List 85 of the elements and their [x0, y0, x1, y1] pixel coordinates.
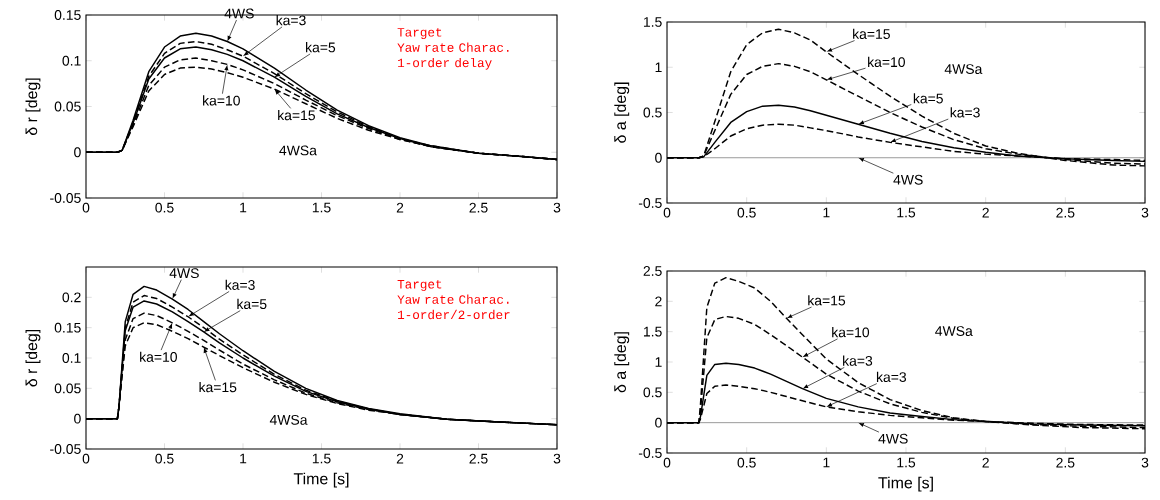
y-tick-label: -0.05 [50, 444, 81, 454]
y-tick-label: 2 [655, 296, 662, 307]
x-tick-label: 0.5 [155, 453, 174, 464]
annotation: ka=10 [140, 351, 177, 362]
y-tick-label: 1 [655, 62, 662, 73]
annotation: ka=5 [913, 93, 943, 104]
y-tick-label: 0 [74, 147, 81, 158]
x-tick-label: 1.5 [897, 457, 916, 468]
annotation: ka=15 [278, 109, 315, 121]
annotation: 4WSa [935, 326, 973, 337]
x-tick-label: 2.5 [469, 453, 488, 464]
x-tick-label: 0 [82, 453, 90, 464]
annotation: ka=15 [199, 381, 237, 393]
y-tick-label: 0 [655, 417, 662, 428]
y-tick-label: -0.05 [50, 193, 81, 203]
annotation: ka=15 [808, 295, 846, 306]
annotation: ka=3 [843, 355, 873, 366]
x-tick-label: 2.5 [1056, 207, 1075, 218]
annotation: 4WS [893, 174, 923, 185]
x-tick-label: 1.5 [312, 202, 331, 213]
annotation: ka=10 [832, 327, 870, 338]
y-tick-label: 2.5 [643, 266, 662, 276]
annotation: ka=5 [237, 298, 267, 310]
annotation: 4WS [169, 268, 199, 279]
text: Target [397, 280, 442, 292]
x-tick-label: 2.5 [469, 202, 488, 213]
text: Yaw rate Charac. 1-order/2-order [397, 294, 510, 320]
x-tick-label: 2 [982, 207, 989, 218]
y-tick-label: 1.5 [643, 17, 662, 27]
y-tick-label: 0.15 [54, 322, 81, 333]
y-axis-title: δ r [deg] [25, 78, 41, 136]
x-tick-label: 3 [1141, 457, 1149, 468]
y-tick-label: -0.5 [638, 198, 662, 208]
y-axis-title: δ r [deg] [25, 329, 41, 387]
y-tick-label: 0.05 [54, 383, 81, 394]
x-tick-label: 3 [1141, 207, 1149, 218]
annotation: ka=3 [276, 15, 306, 26]
x-tick-label: 0.5 [155, 202, 174, 213]
x-tick-label: 0.5 [737, 457, 756, 468]
y-axis-title: δ a [deg] [614, 332, 630, 393]
x-tick-label: 1.5 [897, 207, 916, 218]
x-tick-label: 0 [663, 207, 671, 218]
y-tick-label: 0.1 [62, 353, 81, 363]
x-tick-label: 1 [240, 453, 247, 464]
annotation: 4WS [878, 433, 908, 444]
annotation: ka=3 [950, 107, 980, 118]
x-tick-label: 1 [823, 457, 830, 468]
annotation: 4WSa [944, 64, 983, 74]
y-axis-title: δ a [deg] [614, 82, 630, 143]
x-axis-title: Time [s] [878, 476, 933, 492]
y-tick-label: -0.5 [638, 448, 662, 458]
annotation: ka=5 [306, 42, 336, 53]
annotation: ka=10 [868, 56, 905, 68]
y-tick-label: 0.5 [643, 387, 662, 398]
annotation: ka=10 [203, 95, 240, 106]
x-tick-label: 2 [982, 457, 989, 468]
annotation: 4WS [224, 8, 254, 19]
y-tick-label: 0.5 [643, 107, 662, 118]
annotation: 4WSa [279, 145, 317, 156]
x-tick-label: 1 [240, 202, 247, 213]
annotation: 4WSa [269, 414, 308, 425]
x-tick-label: 2 [396, 202, 404, 213]
y-tick-label: 0.05 [54, 101, 81, 112]
y-tick-label: 0.2 [62, 292, 81, 303]
x-tick-label: 1 [823, 207, 830, 218]
annotation: ka=3 [876, 371, 907, 383]
text: Yaw rate Charac. 1-order delay [397, 42, 509, 70]
x-tick-label: 0 [663, 457, 671, 468]
text: Target [397, 28, 442, 40]
annotation: ka=3 [225, 279, 255, 290]
x-tick-label: 0.5 [737, 207, 756, 218]
annotation: ka=15 [853, 28, 890, 39]
x-tick-label: 3 [553, 202, 561, 213]
x-tick-label: 2 [396, 453, 404, 464]
y-tick-label: 0.1 [62, 55, 81, 66]
y-tick-label: 0.15 [54, 10, 81, 20]
y-tick-label: 1 [655, 357, 662, 367]
y-tick-label: 1.5 [643, 326, 662, 337]
x-axis-title: Time [s] [293, 472, 349, 488]
x-tick-label: 0 [82, 202, 90, 213]
x-tick-label: 2.5 [1056, 457, 1075, 468]
x-tick-label: 3 [553, 453, 561, 464]
x-tick-label: 1.5 [312, 453, 331, 464]
y-tick-label: 0 [74, 413, 81, 424]
y-tick-label: 0 [655, 152, 662, 163]
